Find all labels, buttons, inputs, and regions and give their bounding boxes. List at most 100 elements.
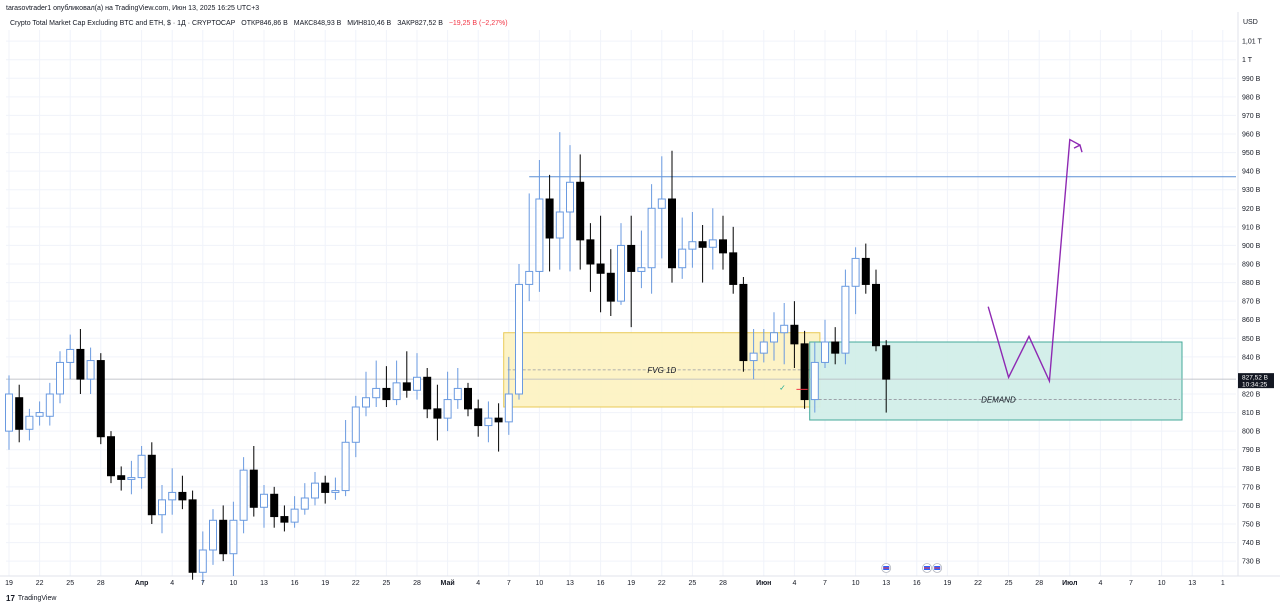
y-tick-label: 730 B [1242,559,1261,566]
candle-up [708,239,717,248]
candle-up [688,241,697,250]
close-value: ЗАКР827,52 B [397,20,443,27]
y-tick-label: 930 B [1242,187,1261,194]
candle-down [668,198,676,269]
x-tick-label: 10 [852,580,860,587]
x-tick-label: 7 [201,580,205,587]
y-tick-label: 740 B [1242,540,1261,547]
x-tick-label: 13 [1188,580,1196,587]
x-tick-label: 13 [566,580,574,587]
candle-up [209,519,217,551]
last-price-badge [1238,373,1274,389]
x-tick-label: 25 [66,580,74,587]
x-tick-label: 16 [597,580,605,587]
x-tick-label: 7 [507,580,511,587]
x-tick-label: 19 [627,580,635,587]
x-tick-label: 25 [1005,580,1013,587]
candle-up [780,324,789,334]
candle-down [188,499,197,573]
candle-down [872,283,880,347]
candle-down [576,181,585,241]
candle-up [841,285,850,354]
x-tick-label: Апр [135,580,149,587]
brand-name: TradingView [17,595,57,602]
x-tick-label: 4 [1098,580,1102,587]
y-tick-label: 850 B [1242,336,1261,343]
x-tick-label: 10 [230,580,238,587]
high-value: МАКС848,93 B [293,20,342,27]
x-tick-label: 28 [413,580,421,587]
symbol-name: Crypto Total Market Cap Excluding BTC an… [10,20,236,27]
candle-up [198,549,207,573]
y-tick-label: 750 B [1242,522,1261,529]
open-value: ОТКР846,86 B [241,20,288,27]
candle-down [545,198,554,239]
y-tick-label: 910 B [1242,224,1261,231]
candle-down [739,283,748,362]
close-label: ЗАКР [397,20,415,27]
candle-up [351,406,360,443]
candle-up [759,341,768,354]
candle-up [300,497,309,510]
candle-up [5,393,13,432]
candle-down [219,519,228,555]
candle-up [484,417,493,427]
candle-up [851,257,860,287]
footer-brand: 17 TradingView [6,594,56,603]
candle-up [821,341,829,363]
candle-up [515,283,523,395]
candle-up [362,397,370,408]
y-tick-label: 790 B [1242,447,1261,454]
projection-arrowhead [1073,144,1083,153]
y-tick-label: 900 B [1242,243,1261,250]
candle-up [770,332,778,343]
candle-down [698,241,707,248]
y-tick-label: 760 B [1242,503,1261,510]
currency-label[interactable]: USD [1243,19,1258,26]
candle-up [810,361,819,401]
y-tick-label: 800 B [1242,429,1261,436]
candle-up [341,441,350,492]
x-tick-label: 10 [1158,580,1166,587]
x-tick-label: 7 [823,580,827,587]
x-tick-label: 4 [476,580,480,587]
y-tick-label: 810 B [1242,410,1261,417]
candle-down [117,475,126,480]
x-tick-label: Май [441,579,455,587]
y-tick-label: 780 B [1242,466,1261,473]
demand-label: DEMAND [981,396,1016,405]
candle-down [423,376,432,410]
candle-down [586,239,595,265]
y-tick-label: 970 B [1242,113,1261,120]
y-tick-label: 920 B [1242,206,1261,213]
candle-up [229,519,238,555]
candle-down [729,252,738,285]
demand-zone [809,341,1183,421]
y-tick-label: 950 B [1242,150,1261,157]
candle-up [749,352,758,362]
candle-up [392,382,401,401]
candle-up [413,376,421,391]
candle-up [127,477,136,480]
publisher-line: tarasovtrader1 опубликовал(а) на Trading… [6,5,260,12]
y-tick-label: 860 B [1242,317,1261,324]
x-tick-label: 13 [260,580,268,587]
candle-up [566,181,574,213]
candle-down [800,343,809,401]
candle-up [66,348,75,363]
x-tick-label: 25 [383,580,391,587]
candle-down [321,482,330,493]
last-price-label: 827,52 B [1242,375,1268,382]
y-tick-label: 820 B [1242,392,1261,399]
candle-up [453,387,462,401]
candle-up [504,393,513,423]
x-tick-label: 22 [974,580,982,587]
x-tick-label: 22 [658,580,666,587]
candle-down [107,436,115,477]
candle-down [596,263,605,274]
fvg-label: FVG 1D [647,366,676,375]
change-value: −19,25 B (−2,27%) [448,20,508,27]
x-tick-label: 4 [170,580,174,587]
candle-up [555,211,564,239]
